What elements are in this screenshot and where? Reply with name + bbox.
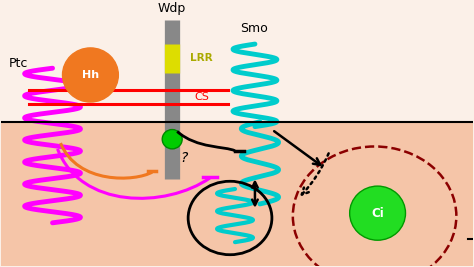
Text: Hh: Hh xyxy=(82,70,99,80)
Circle shape xyxy=(63,48,118,102)
Text: Ptc: Ptc xyxy=(9,57,28,70)
Circle shape xyxy=(162,129,182,149)
Text: LRR: LRR xyxy=(190,53,213,62)
Text: CS: CS xyxy=(194,92,209,102)
Text: Wdp: Wdp xyxy=(158,2,186,15)
Bar xyxy=(0,8,474,122)
Circle shape xyxy=(350,186,405,240)
Text: Smo: Smo xyxy=(240,22,268,36)
Bar xyxy=(0,122,474,266)
Text: Ci: Ci xyxy=(371,207,384,220)
Text: ?: ? xyxy=(181,151,188,166)
